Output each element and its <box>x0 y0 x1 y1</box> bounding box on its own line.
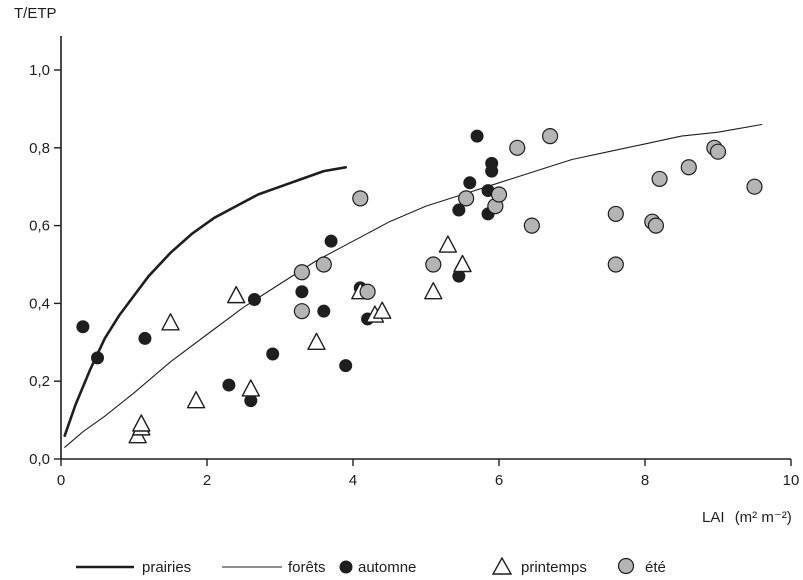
x-tick-label: 10 <box>783 472 800 489</box>
legend: prairies forêts automne printemps été <box>76 556 666 576</box>
point-ete <box>651 170 668 188</box>
legend-label-forets: forêts <box>288 559 326 576</box>
curve-prairies <box>63 166 348 438</box>
axes <box>60 36 791 460</box>
points <box>76 128 763 444</box>
point-printemps <box>307 332 326 350</box>
point-automne <box>324 234 338 248</box>
point-printemps <box>132 414 151 432</box>
point-printemps <box>161 313 180 331</box>
point-ete <box>607 256 624 273</box>
point-automne <box>470 129 484 143</box>
y-tick-label: 0,0 <box>29 451 50 468</box>
point-printemps <box>241 379 260 397</box>
point-automne <box>247 293 261 307</box>
x-axis-title: LAI (m² m⁻²) <box>702 509 792 526</box>
legend-swatch-printemps <box>491 556 513 575</box>
point-ete <box>293 264 310 281</box>
point-automne <box>485 164 499 178</box>
point-automne <box>138 331 152 345</box>
x-tick-label: 6 <box>495 472 503 489</box>
y-ticks: 0,0 0,2 0,4 0,6 0,8 1,0 <box>29 62 61 468</box>
point-ete <box>352 190 369 207</box>
point-automne <box>266 347 280 361</box>
point-automne <box>76 320 90 334</box>
x-tick-label: 0 <box>57 472 65 489</box>
point-ete <box>541 128 559 145</box>
point-printemps <box>424 282 443 300</box>
y-tick-label: 0,8 <box>29 140 50 157</box>
legend-label-prairies: prairies <box>142 559 191 576</box>
point-ete <box>425 256 442 273</box>
point-printemps <box>438 235 458 253</box>
x-axis-unit: (m² m⁻²) <box>735 509 792 526</box>
point-ete <box>709 143 727 160</box>
point-automne <box>317 304 331 318</box>
point-ete <box>458 190 475 207</box>
legend-swatch-automne <box>339 560 353 574</box>
point-ete <box>509 139 526 156</box>
point-printemps <box>373 301 392 319</box>
y-tick-label: 1,0 <box>29 62 50 79</box>
x-ticks: 0 2 4 6 8 10 <box>57 459 800 489</box>
point-ete <box>315 256 332 273</box>
legend-label-automne: automne <box>358 559 416 576</box>
x-tick-label: 4 <box>349 472 357 489</box>
legend-swatch-ete <box>617 557 635 575</box>
point-printemps <box>226 285 246 304</box>
point-ete <box>607 205 624 223</box>
y-tick-label: 0,6 <box>29 218 50 235</box>
legend-label-ete: été <box>645 559 666 576</box>
point-automne <box>452 269 466 283</box>
point-ete <box>359 283 376 300</box>
y-tick-label: 0,4 <box>29 295 50 312</box>
x-tick-label: 2 <box>203 472 211 489</box>
point-printemps <box>453 254 472 273</box>
y-tick-label: 0,2 <box>29 373 50 390</box>
point-ete <box>746 178 763 195</box>
point-printemps <box>186 390 206 409</box>
point-ete <box>523 217 540 234</box>
point-automne <box>452 203 466 217</box>
point-automne <box>91 351 104 365</box>
curve-forets <box>64 123 763 448</box>
point-ete <box>293 303 310 320</box>
point-ete <box>647 217 665 234</box>
point-automne <box>244 394 258 408</box>
point-automne <box>295 285 309 299</box>
y-axis-title: T/ETP <box>14 5 57 22</box>
point-automne <box>463 176 477 190</box>
point-automne <box>222 378 236 392</box>
x-tick-label: 8 <box>641 472 649 489</box>
point-ete <box>680 159 697 176</box>
legend-label-printemps: printemps <box>521 559 587 576</box>
x-axis-label: LAI <box>702 509 725 526</box>
point-ete <box>490 186 508 203</box>
point-automne <box>339 359 353 373</box>
